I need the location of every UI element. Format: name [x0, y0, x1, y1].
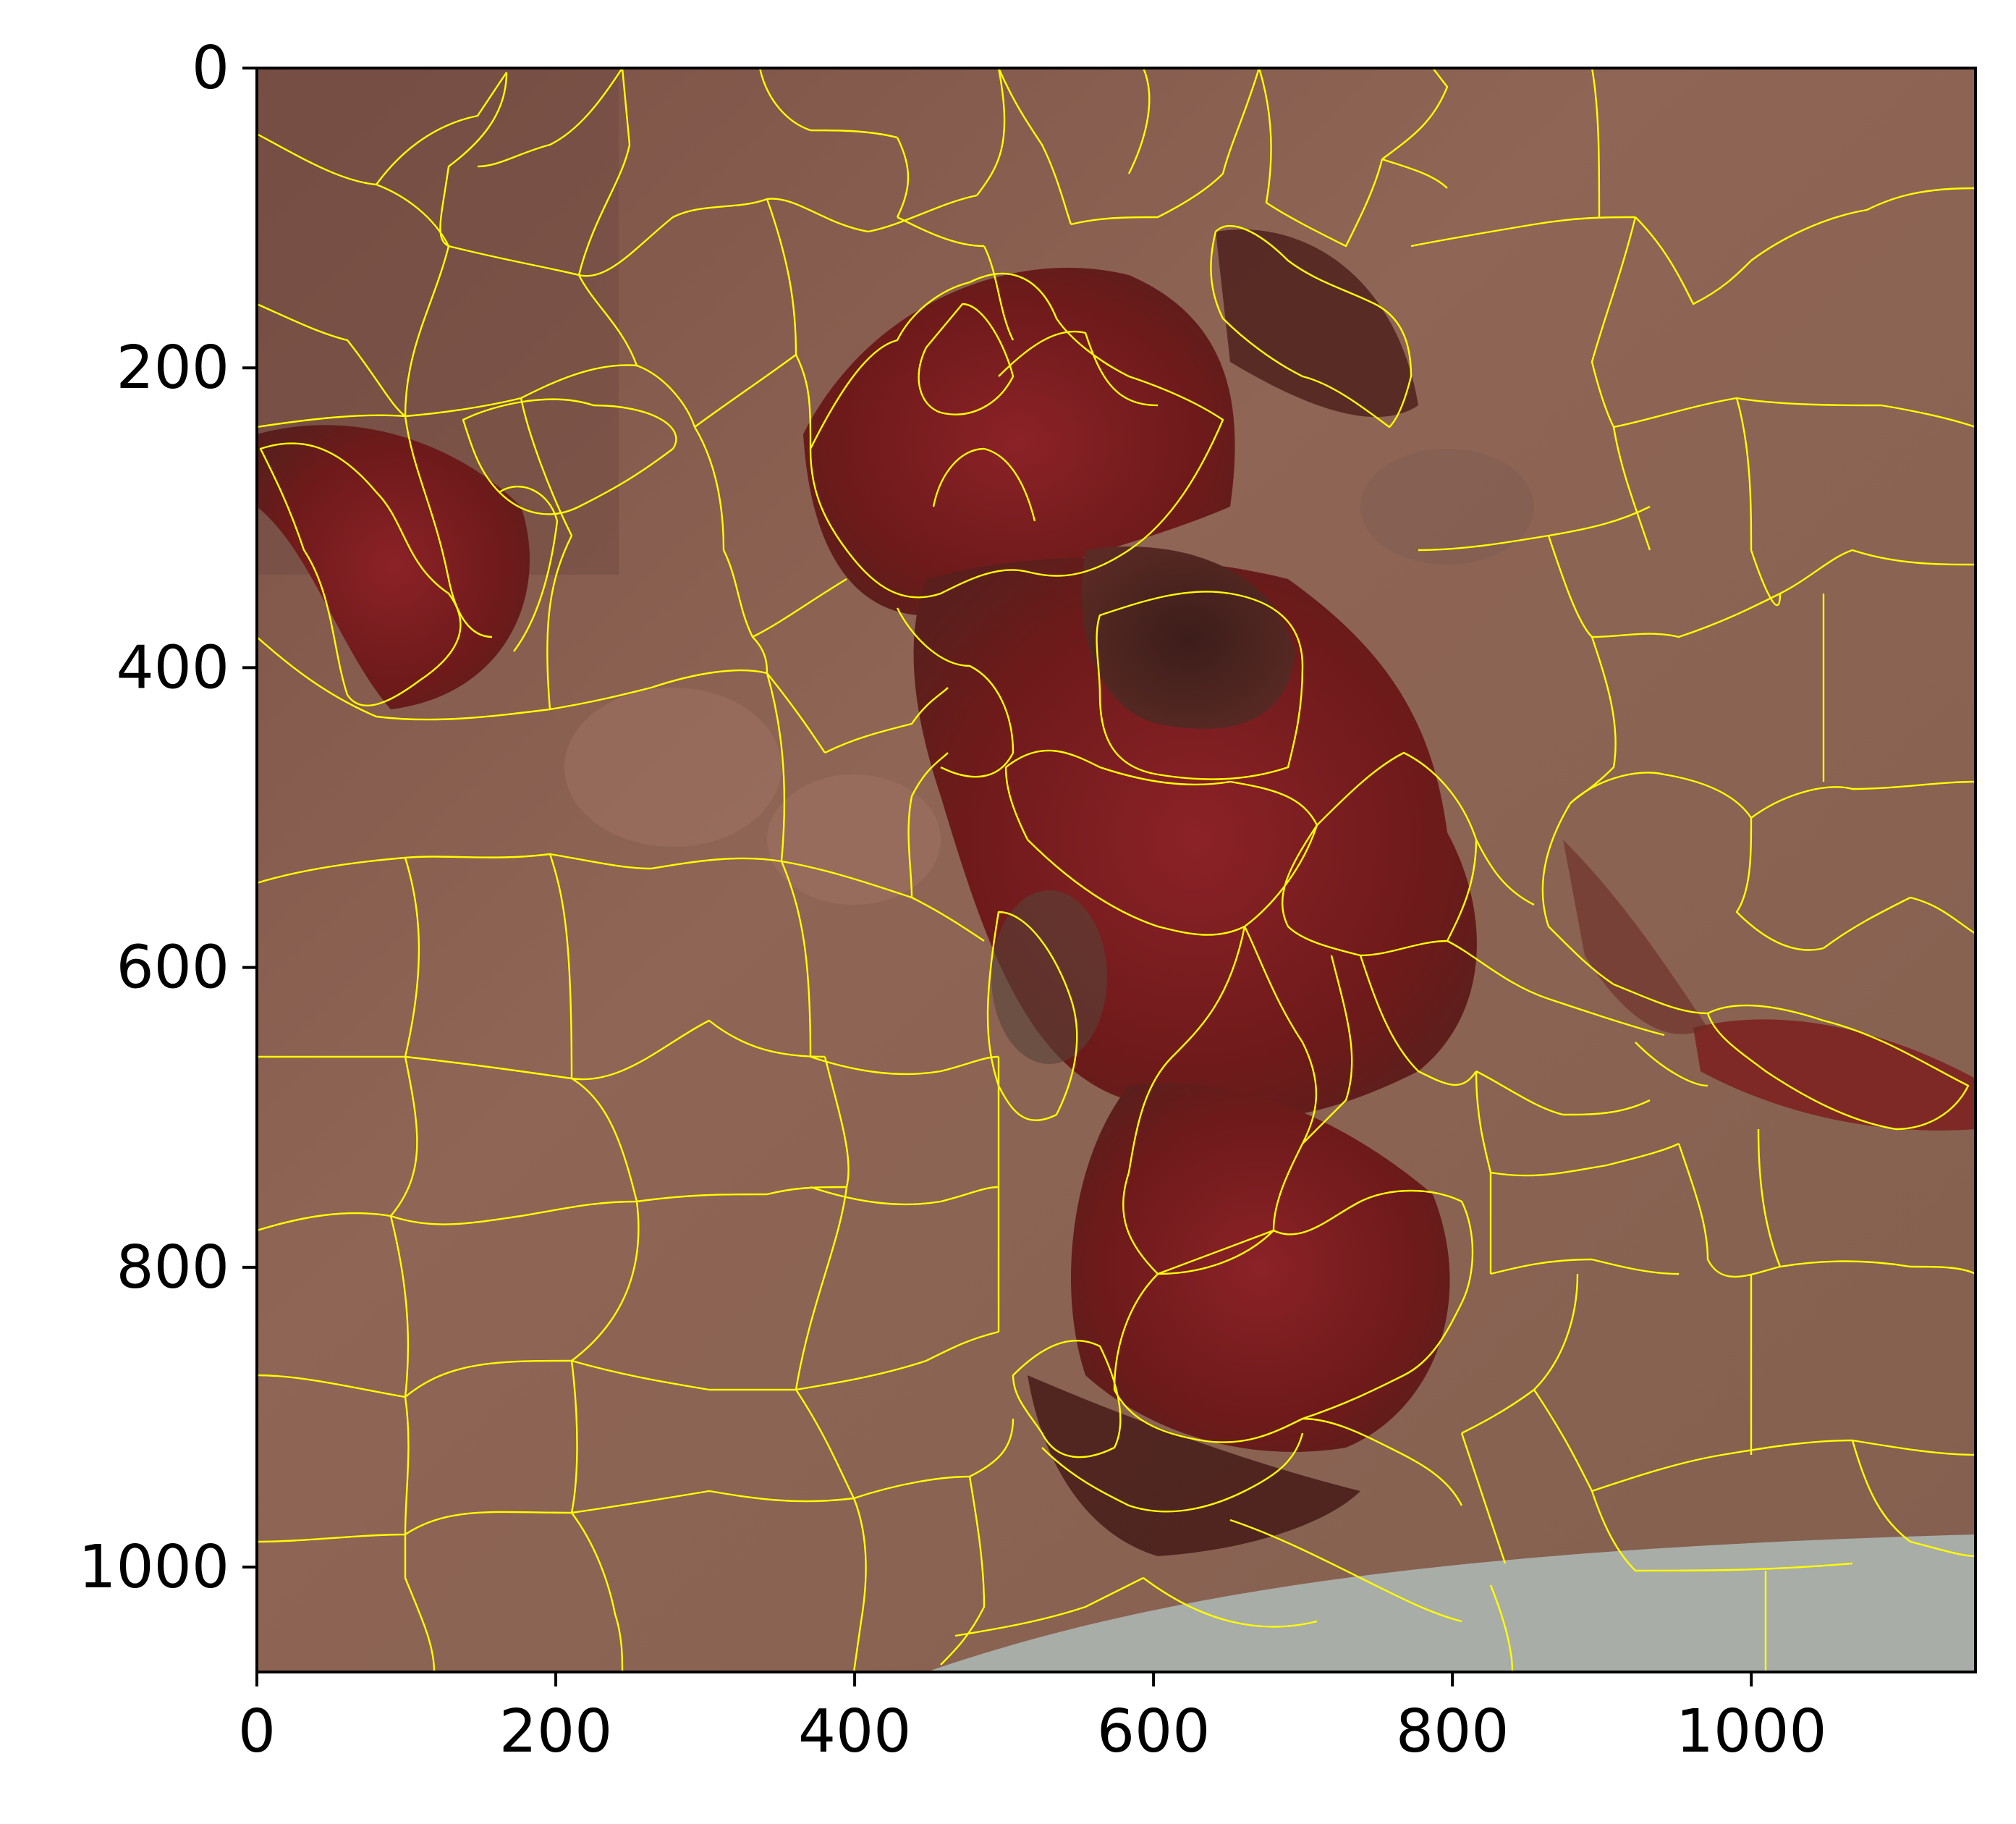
- lesion-dark-upper: [1216, 229, 1418, 418]
- lesion-lower: [1071, 1083, 1450, 1452]
- y-tick-label: 800: [116, 1233, 229, 1302]
- y-tick-label: 1000: [78, 1533, 229, 1602]
- photo-image: [257, 68, 1975, 1672]
- lesion-bottom-dark: [1028, 1375, 1360, 1556]
- y-tick-label: 400: [116, 633, 229, 702]
- y-axis: 0 200 400 600 800 1000: [78, 34, 257, 1602]
- lesion-left: [257, 425, 530, 709]
- x-tick-label: 1000: [1676, 1697, 1827, 1766]
- x-tick-label: 800: [1396, 1697, 1509, 1766]
- x-axis: 0 200 400 600 800 1000: [238, 1672, 1827, 1766]
- x-tick-label: 400: [798, 1697, 912, 1766]
- lesion-upper: [803, 267, 1235, 616]
- x-tick-label: 200: [499, 1697, 613, 1766]
- x-tick-label: 0: [238, 1697, 276, 1766]
- y-tick-label: 200: [116, 334, 229, 402]
- lesion-dark-center: [1081, 546, 1295, 729]
- plot-frame: [255, 67, 1977, 1673]
- lesion-right-faint: [1563, 840, 1708, 1034]
- y-tick-label: 600: [116, 934, 229, 1002]
- lesion-right: [1693, 1019, 1975, 1131]
- y-tick-label: 0: [192, 34, 229, 103]
- x-tick-label: 600: [1097, 1697, 1211, 1766]
- superpixel-boundaries: [257, 68, 1975, 1672]
